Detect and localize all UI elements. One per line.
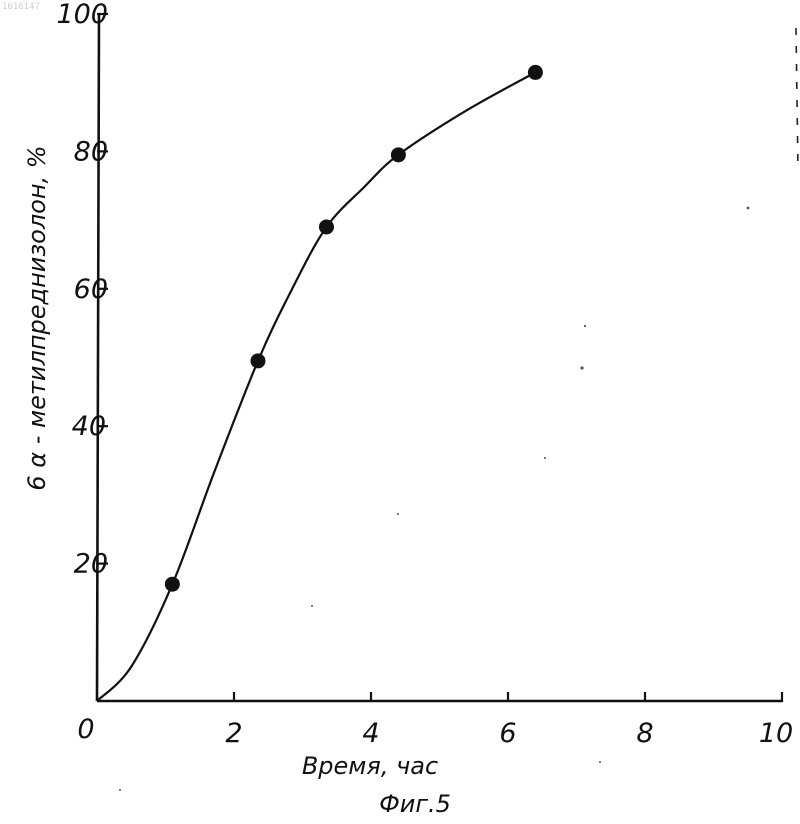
y-axis-label: 6 α - метилпреднизолон, %	[23, 145, 51, 490]
right-edge-mark	[796, 28, 798, 170]
origin-tick-label: 0	[77, 714, 94, 745]
data-point	[165, 577, 180, 592]
figure-caption: Фиг.5	[379, 790, 451, 818]
data-point	[250, 353, 265, 368]
y-tick-label: 80	[74, 136, 108, 167]
y-tick-labels: 20 40 60 80 100	[56, 0, 108, 580]
data-point	[391, 147, 406, 162]
y-axis-line	[97, 14, 99, 701]
y-tick-label: 100	[56, 0, 108, 30]
x-tick-label: 6	[499, 718, 516, 749]
x-axis-label: Время, час	[302, 752, 438, 780]
scan-specks	[119, 207, 749, 791]
fitted-curve	[97, 72, 535, 701]
y-tick-label: 60	[74, 274, 108, 305]
y-tick-label: 40	[72, 411, 106, 442]
x-tick-labels: 2 4 6 8 10	[225, 718, 793, 749]
x-tick-label: 8	[636, 718, 653, 749]
x-tick-label: 2	[225, 718, 242, 749]
data-point	[528, 65, 543, 80]
scan-id: 1616147	[2, 2, 40, 12]
x-tick-label: 10	[759, 718, 793, 749]
data-point	[319, 219, 334, 234]
x-tick-label: 4	[362, 718, 379, 749]
axes	[97, 14, 782, 701]
y-tick-label: 20	[74, 549, 108, 580]
ticks	[97, 14, 782, 702]
data-points	[165, 65, 543, 592]
